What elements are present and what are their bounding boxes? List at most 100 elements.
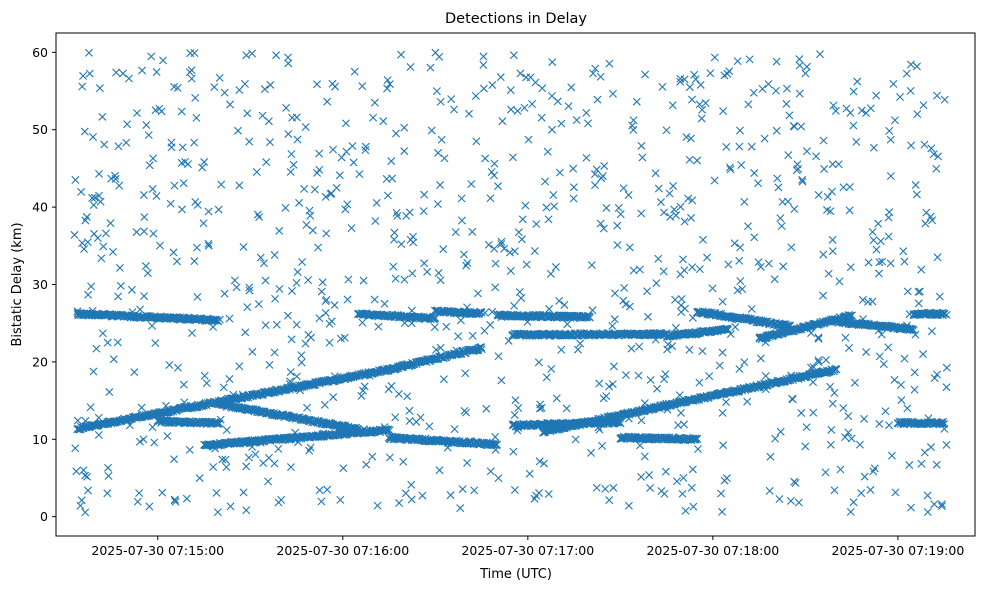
detection-point xyxy=(493,440,501,449)
detection-point xyxy=(698,105,707,114)
detection-point xyxy=(743,397,752,406)
detection-point xyxy=(569,164,578,173)
detection-point xyxy=(547,364,556,373)
detection-point xyxy=(456,504,465,513)
detection-point xyxy=(735,256,744,265)
detection-point xyxy=(862,109,871,118)
detection-point xyxy=(434,148,443,157)
detection-point xyxy=(847,434,856,443)
detection-point xyxy=(297,351,306,360)
detection-point xyxy=(846,507,855,516)
detection-point xyxy=(71,175,80,184)
detection-point xyxy=(94,413,103,422)
detection-point xyxy=(89,201,98,210)
detection-point xyxy=(920,448,929,457)
detection-point xyxy=(678,255,687,264)
detection-point xyxy=(391,274,400,283)
detection-point xyxy=(542,424,551,433)
detection-point xyxy=(662,126,671,135)
detection-point xyxy=(243,109,252,118)
detection-point xyxy=(491,445,500,454)
detection-point xyxy=(850,378,859,387)
detection-point xyxy=(173,83,182,92)
detection-point xyxy=(910,368,919,377)
detection-point xyxy=(940,310,949,319)
detection-point xyxy=(795,61,804,70)
detection-point xyxy=(930,374,939,383)
detection-point xyxy=(155,241,164,250)
detection-point xyxy=(890,375,899,384)
detection-point xyxy=(461,369,470,378)
detection-point xyxy=(245,283,254,292)
detection-point xyxy=(262,158,271,167)
detection-point xyxy=(686,134,695,143)
detection-point xyxy=(494,182,502,191)
detection-point xyxy=(555,296,564,305)
detection-point xyxy=(697,114,706,123)
detection-point xyxy=(720,476,729,485)
detection-point xyxy=(497,376,506,385)
detection-point xyxy=(938,420,947,429)
detection-point xyxy=(932,164,941,173)
detection-point xyxy=(370,295,379,304)
detection-point xyxy=(942,383,951,392)
detection-point xyxy=(73,307,82,316)
detection-point xyxy=(70,230,79,239)
detection-point xyxy=(439,375,448,384)
detection-point xyxy=(923,491,932,500)
detection-point xyxy=(691,75,700,84)
detection-point xyxy=(609,483,618,492)
detection-point xyxy=(744,100,753,109)
detection-point xyxy=(911,330,920,339)
detection-point xyxy=(208,440,217,449)
detection-point xyxy=(860,472,869,481)
detection-point xyxy=(652,279,661,288)
detection-point xyxy=(125,421,134,430)
detection-point xyxy=(582,153,591,162)
detection-point xyxy=(104,463,113,472)
detection-point xyxy=(597,174,606,183)
detection-point xyxy=(693,434,702,443)
detection-point xyxy=(213,419,222,428)
detection-point xyxy=(342,147,351,156)
detection-point xyxy=(764,80,773,89)
detection-point xyxy=(776,214,785,223)
detection-point xyxy=(497,237,506,246)
detection-point xyxy=(688,263,697,272)
detection-point xyxy=(557,345,566,354)
detection-point xyxy=(161,401,170,410)
detection-point xyxy=(809,408,818,417)
detection-point xyxy=(73,416,82,425)
detection-point xyxy=(88,193,97,202)
detection-point xyxy=(136,305,145,314)
detection-point xyxy=(88,306,97,315)
detection-point xyxy=(942,440,951,449)
detection-point xyxy=(829,101,838,110)
detection-point xyxy=(383,191,392,200)
detection-point xyxy=(420,259,429,268)
detection-point xyxy=(479,84,488,93)
detection-point xyxy=(619,296,628,305)
detection-point xyxy=(405,208,414,217)
detection-point xyxy=(405,417,414,425)
detection-point xyxy=(823,192,832,201)
y-axis-label: Bistatic Delay (km) xyxy=(10,222,25,346)
detection-point xyxy=(715,361,724,370)
detection-point xyxy=(293,268,302,277)
detection-point xyxy=(814,333,823,342)
detection-point xyxy=(600,161,609,170)
detection-point xyxy=(660,375,669,384)
detection-point xyxy=(390,235,399,244)
detection-point xyxy=(245,286,254,295)
detection-point xyxy=(147,52,156,61)
detection-point xyxy=(585,313,594,322)
detection-point xyxy=(874,219,883,228)
detection-point xyxy=(761,338,770,347)
detection-point xyxy=(248,49,257,58)
detection-point xyxy=(605,496,614,505)
detection-point xyxy=(872,245,881,254)
detection-point xyxy=(297,358,306,367)
detection-point xyxy=(853,77,862,86)
detection-point xyxy=(222,426,231,435)
detection-point xyxy=(849,87,858,96)
